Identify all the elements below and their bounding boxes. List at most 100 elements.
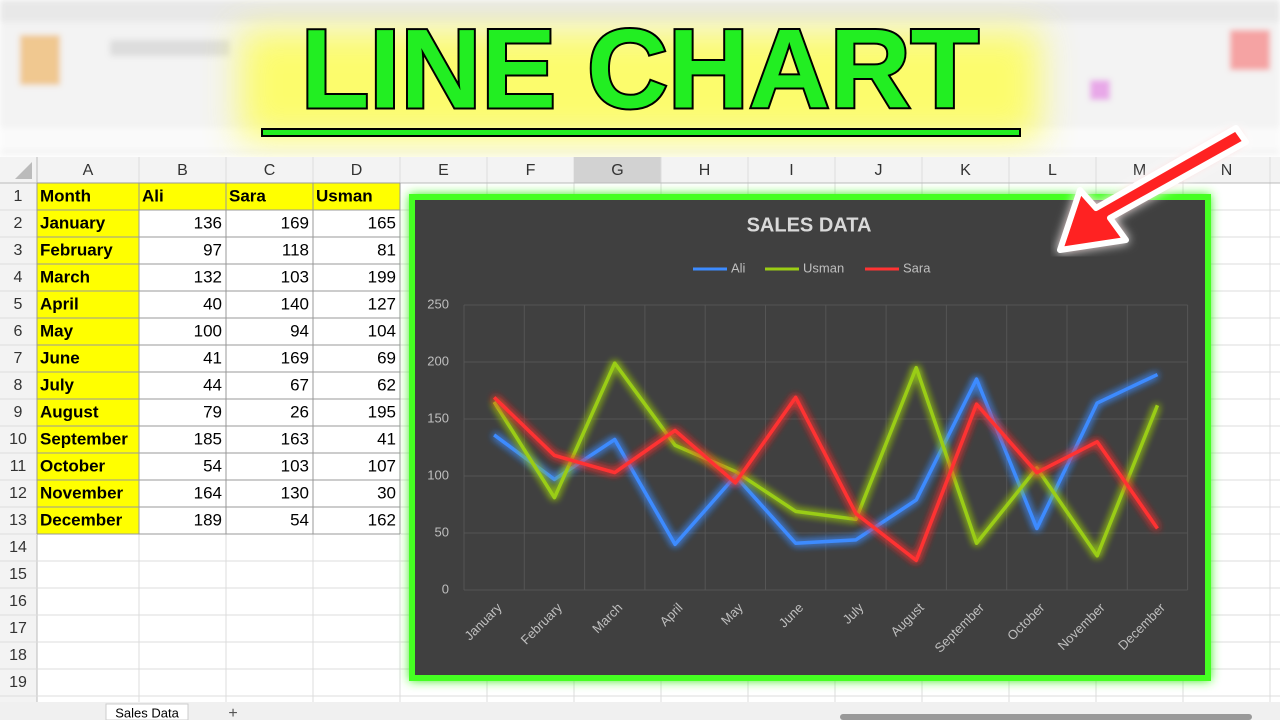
cell[interactable]: December: [40, 510, 123, 529]
column-header[interactable]: M: [1133, 162, 1146, 179]
cell-highlight: [37, 318, 139, 345]
cell[interactable]: 62: [377, 375, 396, 394]
cell[interactable]: 107: [368, 456, 396, 475]
row-header[interactable]: 2: [14, 215, 23, 232]
cell[interactable]: 26: [290, 402, 309, 421]
cell[interactable]: March: [40, 267, 90, 286]
cell-highlight: [37, 237, 139, 264]
row-header[interactable]: 1: [14, 188, 23, 205]
cell[interactable]: 54: [203, 456, 222, 475]
cell[interactable]: February: [40, 240, 113, 259]
column-header[interactable]: C: [264, 162, 276, 179]
cell[interactable]: January: [40, 213, 106, 232]
y-tick-label: 150: [427, 410, 449, 425]
cell[interactable]: 94: [290, 321, 309, 340]
row-header[interactable]: 15: [9, 566, 27, 583]
column-header[interactable]: A: [83, 162, 94, 179]
row-header[interactable]: 7: [14, 350, 23, 367]
cell[interactable]: August: [40, 402, 99, 421]
column-header[interactable]: G: [611, 162, 623, 179]
cell[interactable]: 127: [368, 294, 396, 313]
cell[interactable]: 44: [203, 375, 222, 394]
row-header[interactable]: 19: [9, 674, 27, 691]
scrollbar[interactable]: [840, 714, 1252, 720]
row-header[interactable]: 9: [14, 404, 23, 421]
row-header[interactable]: 4: [14, 269, 23, 286]
cell[interactable]: Usman: [316, 186, 373, 205]
cell[interactable]: October: [40, 456, 106, 475]
cell[interactable]: 69: [377, 348, 396, 367]
cell[interactable]: 132: [194, 267, 222, 286]
row-header[interactable]: 3: [14, 242, 23, 259]
row-header[interactable]: 13: [9, 512, 27, 529]
cell-highlight: [37, 291, 139, 318]
cell[interactable]: 185: [194, 429, 222, 448]
row-header[interactable]: 14: [9, 539, 27, 556]
sheet-tab[interactable]: [105, 703, 189, 720]
column-header[interactable]: F: [526, 162, 536, 179]
column-header[interactable]: L: [1048, 162, 1057, 179]
spreadsheet: A B C D E F G H I J K L M N12345678910111213141516171…: [0, 157, 1280, 702]
row-header[interactable]: 10: [9, 431, 27, 448]
legend-label: Usman: [803, 260, 844, 275]
cell[interactable]: Month: [40, 186, 91, 205]
cell[interactable]: April: [40, 294, 79, 313]
row-header[interactable]: 5: [14, 296, 23, 313]
column-header[interactable]: D: [351, 162, 363, 179]
cell[interactable]: June: [40, 348, 80, 367]
cell[interactable]: 81: [377, 240, 396, 259]
cell[interactable]: 41: [203, 348, 222, 367]
column-header[interactable]: N: [1221, 162, 1233, 179]
column-header[interactable]: E: [438, 162, 449, 179]
cell[interactable]: 103: [281, 267, 309, 286]
cell[interactable]: 79: [203, 402, 222, 421]
cell[interactable]: September: [40, 429, 128, 448]
row-header[interactable]: 12: [9, 485, 27, 502]
cell[interactable]: 103: [281, 456, 309, 475]
cell[interactable]: 41: [377, 429, 396, 448]
sheet-tab-label[interactable]: Sales Data: [115, 705, 179, 720]
cell[interactable]: 140: [281, 294, 309, 313]
column-header[interactable]: J: [875, 162, 883, 179]
row-header[interactable]: 6: [14, 323, 23, 340]
cell[interactable]: 169: [281, 213, 309, 232]
cell[interactable]: 199: [368, 267, 396, 286]
cell[interactable]: 163: [281, 429, 309, 448]
cell[interactable]: 165: [368, 213, 396, 232]
column-header[interactable]: K: [960, 162, 971, 179]
cell[interactable]: 118: [282, 240, 309, 259]
cell-highlight: [37, 372, 139, 399]
cell[interactable]: 169: [281, 348, 309, 367]
row-header[interactable]: 17: [9, 620, 27, 637]
cell[interactable]: 189: [194, 510, 222, 529]
column-header[interactable]: B: [177, 162, 188, 179]
column-header[interactable]: I: [789, 162, 793, 179]
select-all[interactable]: [15, 162, 32, 179]
cell[interactable]: 40: [203, 294, 222, 313]
legend-label: Ali: [731, 260, 746, 275]
cell[interactable]: November: [40, 483, 124, 502]
cell[interactable]: 30: [377, 483, 396, 502]
cell[interactable]: 195: [368, 402, 396, 421]
cell[interactable]: 54: [290, 510, 309, 529]
row-header[interactable]: 16: [9, 593, 27, 610]
row-header[interactable]: 18: [9, 647, 27, 664]
cell[interactable]: 100: [194, 321, 222, 340]
column-header[interactable]: H: [699, 162, 711, 179]
selected-column: [574, 157, 661, 183]
row-header[interactable]: 8: [14, 377, 23, 394]
add-sheet[interactable]: +: [228, 705, 237, 720]
cell[interactable]: 162: [368, 510, 396, 529]
cell[interactable]: 104: [368, 321, 396, 340]
cell[interactable]: May: [40, 321, 74, 340]
cell[interactable]: 67: [290, 375, 309, 394]
cell[interactable]: 97: [203, 240, 222, 259]
cell[interactable]: July: [40, 375, 75, 394]
cell[interactable]: 130: [281, 483, 309, 502]
cell[interactable]: 164: [194, 483, 222, 502]
row-header[interactable]: 11: [10, 458, 27, 475]
cell[interactable]: 136: [194, 213, 222, 232]
cell[interactable]: Sara: [229, 186, 266, 205]
banner-title: LINE CHART: [301, 7, 979, 132]
cell[interactable]: Ali: [142, 186, 164, 205]
